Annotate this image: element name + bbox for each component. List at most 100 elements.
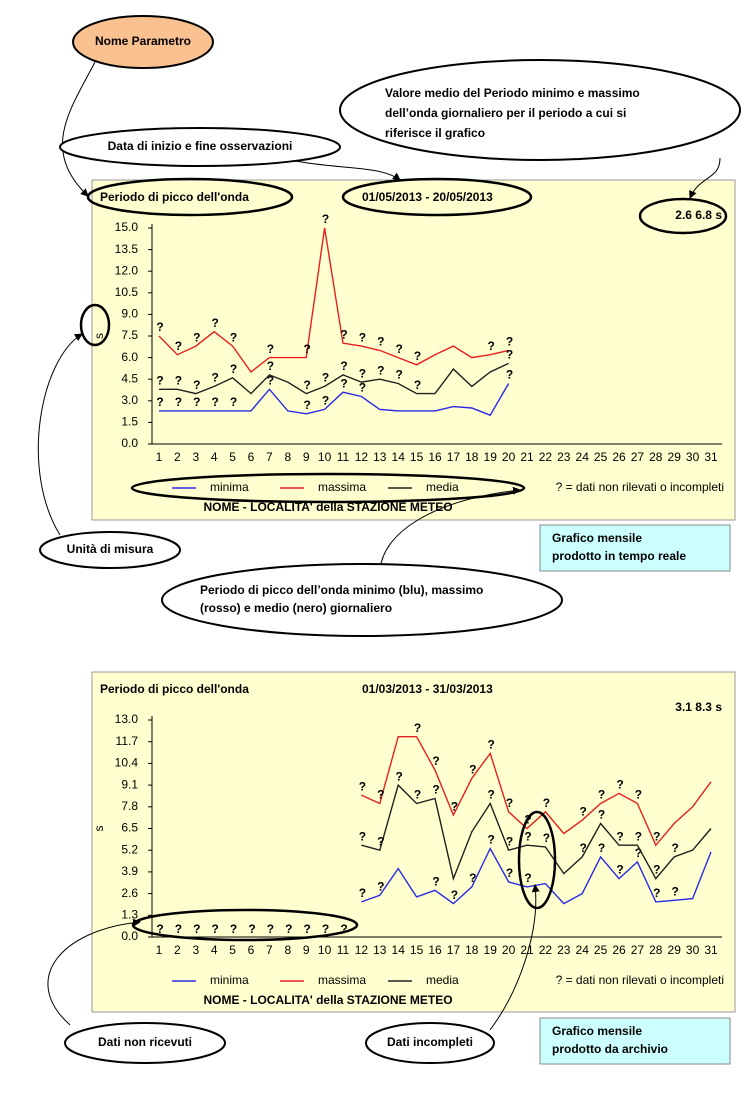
legend-label: massima — [318, 480, 366, 494]
flag: ? — [488, 738, 495, 752]
flag: ? — [304, 378, 311, 392]
y-tick-label: 13.0 — [115, 712, 139, 726]
callout — [339, 59, 741, 161]
callout — [39, 531, 181, 569]
x-tick-label: 14 — [392, 943, 406, 957]
flag: ? — [359, 366, 366, 380]
series-line — [361, 736, 712, 847]
flag: ? — [193, 395, 200, 409]
x-tick-label: 7 — [266, 450, 273, 464]
x-tick-label: 21 — [520, 450, 534, 464]
flag: ? — [672, 841, 679, 855]
callout-text: dell’onda giornaliero per il periodo a c… — [385, 106, 626, 120]
ring — [517, 810, 557, 910]
highlight-rings — [79, 177, 728, 942]
flag: ? — [653, 886, 660, 900]
x-tick-label: 20 — [502, 450, 516, 464]
x-tick-label: 9 — [303, 943, 310, 957]
callout — [161, 563, 563, 637]
flag: ? — [488, 339, 495, 353]
flag: ? — [469, 763, 476, 777]
flag: ? — [175, 373, 182, 387]
legend-label: massima — [318, 973, 366, 987]
flag: ? — [414, 721, 421, 735]
stats: 3.1 8.3 s — [675, 700, 722, 714]
x-tick-label: 12 — [355, 450, 369, 464]
y-tick-label: 7.8 — [121, 799, 138, 813]
y-tick-label: 4.5 — [121, 371, 138, 385]
flag: ? — [377, 335, 384, 349]
flag: ? — [359, 330, 366, 344]
flag: ? — [377, 363, 384, 377]
flag: ? — [432, 754, 439, 768]
x-tick-label: 25 — [594, 450, 608, 464]
flag: ? — [506, 866, 513, 880]
flag: ? — [414, 378, 421, 392]
x-tick-label: 10 — [318, 943, 332, 957]
x-tick-label: 11 — [337, 943, 350, 957]
x-tick-label: 27 — [631, 943, 645, 957]
x-tick-label: 24 — [576, 943, 590, 957]
x-tick-label: 11 — [337, 450, 350, 464]
flag: ? — [193, 922, 200, 936]
x-tick-label: 16 — [428, 450, 442, 464]
flag: ? — [267, 922, 274, 936]
info-text: Grafico mensile — [552, 1024, 642, 1038]
x-tick-label: 17 — [447, 450, 461, 464]
x-tick-label: 3 — [192, 943, 199, 957]
flag: ? — [543, 796, 550, 810]
x-tick-label: 4 — [211, 943, 218, 957]
flag: ? — [248, 922, 255, 936]
x-tick-label: 19 — [484, 943, 498, 957]
note: ? = dati non rilevati o incompleti — [556, 480, 724, 494]
y-tick-label: 13.5 — [115, 242, 139, 256]
flag: ? — [267, 342, 274, 356]
y-tick-label: 0.0 — [121, 436, 138, 450]
flag: ? — [340, 359, 347, 373]
x-tick-label: 15 — [410, 943, 424, 957]
x-tick-label: 20 — [502, 943, 516, 957]
flag: ? — [598, 841, 605, 855]
station: NOME - LOCALITA' della STAZIONE METEO — [203, 500, 452, 514]
flag: ? — [616, 778, 623, 792]
flag: ? — [672, 884, 679, 898]
x-tick-label: 13 — [373, 450, 387, 464]
x-tick-label: 8 — [284, 450, 291, 464]
y-tick-label: 10.5 — [115, 285, 139, 299]
callout-text: Valore medio del Periodo minimo e massim… — [385, 86, 640, 100]
flag: ? — [175, 922, 182, 936]
flag: ? — [156, 395, 163, 409]
callout-text: Nome Parametro — [95, 34, 191, 48]
y-tick-label: 15.0 — [115, 220, 139, 234]
flag: ? — [359, 381, 366, 395]
flag: ? — [396, 769, 403, 783]
station: NOME - LOCALITA' della STAZIONE METEO — [203, 993, 452, 1007]
flag: ? — [156, 320, 163, 334]
arrow — [62, 61, 96, 197]
period: 01/05/2013 - 20/05/2013 — [362, 190, 493, 204]
flag: ? — [267, 359, 274, 373]
flag: ? — [414, 349, 421, 363]
x-tick-label: 21 — [520, 943, 534, 957]
flag: ? — [469, 871, 476, 885]
flag: ? — [543, 831, 550, 845]
flag: ? — [653, 863, 660, 877]
flag: ? — [635, 788, 642, 802]
y-tick-label: 3.0 — [121, 393, 138, 407]
callout — [365, 1022, 495, 1064]
flag: ? — [340, 376, 347, 390]
x-tick-label: 31 — [704, 450, 718, 464]
callout — [59, 127, 341, 167]
x-tick-label: 31 — [704, 943, 718, 957]
x-tick-label: 24 — [576, 450, 590, 464]
legend-label: minima — [210, 480, 249, 494]
flag: ? — [580, 804, 587, 818]
y-tick-label: 10.4 — [115, 756, 139, 770]
note: ? = dati non rilevati o incompleti — [556, 973, 724, 987]
flag: ? — [524, 829, 531, 843]
flag: ? — [598, 808, 605, 822]
flag: ? — [340, 327, 347, 341]
legend-label: media — [426, 480, 459, 494]
flag: ? — [230, 922, 237, 936]
x-tick-label: 18 — [465, 450, 479, 464]
